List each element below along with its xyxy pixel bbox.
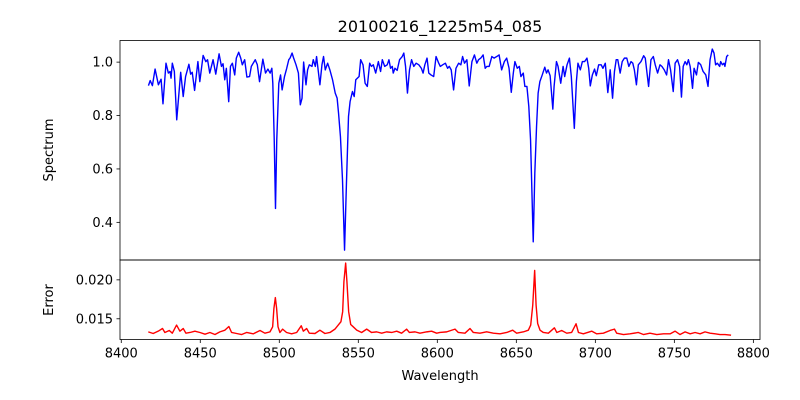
x-tick-label: 8800 (737, 347, 770, 362)
x-tick-label: 8500 (263, 347, 296, 362)
spectrum-y-tick-label: 0.8 (92, 109, 113, 124)
error-y-tick-label: 0.020 (76, 273, 113, 288)
spectrum-y-tick-label: 1.0 (92, 56, 113, 71)
spectrum-y-tick-label: 0.4 (92, 216, 113, 231)
error-axes: 0.015 0.020 8400 8450 8500 8550 8600 8650 8700 87… (76, 259, 770, 362)
x-tick-label: 8600 (421, 347, 454, 362)
x-axis-label: Wavelength (401, 369, 478, 384)
x-tick-label: 8450 (184, 347, 217, 362)
error-y-tick-label: 0.015 (76, 312, 113, 327)
spectrum-axes: 0.4 0.6 0.8 1.0 (92, 40, 761, 261)
chart-title: 20100216_1225m54_085 (338, 17, 543, 37)
spectrum-y-tick-label: 0.6 (92, 162, 113, 177)
x-tick-label: 8400 (105, 347, 138, 362)
error-axes-frame (119, 259, 761, 340)
x-tick-label: 8650 (500, 347, 533, 362)
spectrum-series-line (147, 48, 729, 251)
y-axis-label-error: Error (42, 284, 57, 316)
y-axis-label-spectrum: Spectrum (42, 119, 57, 182)
error-series-line (148, 262, 732, 336)
x-tick-label: 8750 (658, 347, 691, 362)
x-tick-label: 8700 (579, 347, 612, 362)
x-tick-label: 8550 (342, 347, 375, 362)
